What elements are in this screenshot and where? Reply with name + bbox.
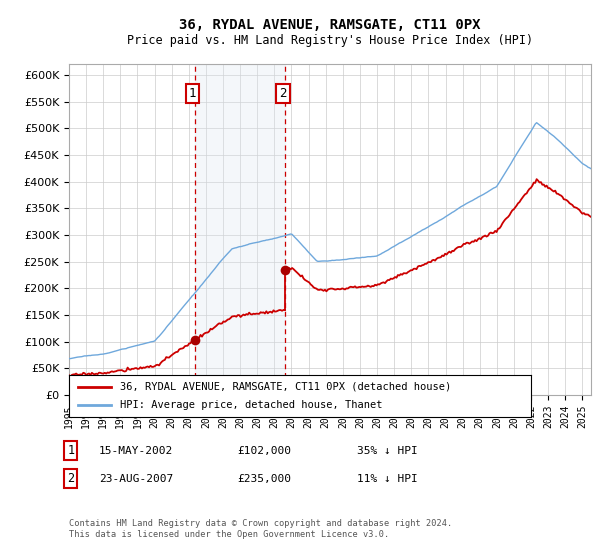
Text: 1: 1 bbox=[189, 87, 196, 100]
Text: 36, RYDAL AVENUE, RAMSGATE, CT11 0PX (detached house): 36, RYDAL AVENUE, RAMSGATE, CT11 0PX (de… bbox=[120, 382, 451, 392]
Bar bbox=[195, 64, 286, 395]
Text: HPI: Average price, detached house, Thanet: HPI: Average price, detached house, Than… bbox=[120, 400, 382, 410]
Text: 36, RYDAL AVENUE, RAMSGATE, CT11 0PX: 36, RYDAL AVENUE, RAMSGATE, CT11 0PX bbox=[179, 18, 481, 32]
Text: 15-MAY-2002: 15-MAY-2002 bbox=[99, 446, 173, 456]
Text: Contains HM Land Registry data © Crown copyright and database right 2024.
This d: Contains HM Land Registry data © Crown c… bbox=[69, 520, 452, 539]
Text: £235,000: £235,000 bbox=[237, 474, 291, 484]
Text: £102,000: £102,000 bbox=[237, 446, 291, 456]
Text: 35% ↓ HPI: 35% ↓ HPI bbox=[357, 446, 418, 456]
Text: 2: 2 bbox=[67, 472, 74, 486]
Text: 2: 2 bbox=[279, 87, 287, 100]
Text: Price paid vs. HM Land Registry's House Price Index (HPI): Price paid vs. HM Land Registry's House … bbox=[127, 34, 533, 47]
Text: 11% ↓ HPI: 11% ↓ HPI bbox=[357, 474, 418, 484]
Text: 1: 1 bbox=[67, 444, 74, 458]
Text: 23-AUG-2007: 23-AUG-2007 bbox=[99, 474, 173, 484]
